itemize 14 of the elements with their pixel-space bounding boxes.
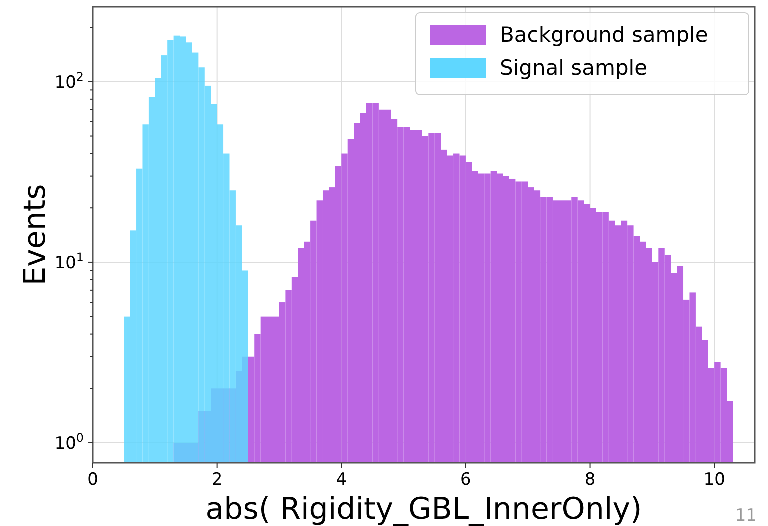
x-tick-label: 6	[460, 470, 472, 490]
x-tick-label: 8	[584, 470, 596, 490]
y-tick-label: 10$^{0}$	[54, 431, 84, 454]
x-tick-label: 10	[704, 470, 726, 490]
y-tick-label: 10$^{1}$	[54, 250, 84, 274]
x-tick-label: 2	[212, 470, 223, 490]
x-tick-label: 4	[336, 470, 348, 490]
y-axis-title: Events	[18, 184, 53, 286]
text: 11	[735, 506, 757, 526]
x-tick-label: 0	[88, 470, 98, 490]
x-axis-title: abs( Rigidity_GBL_InnerOnly)	[206, 492, 642, 526]
legend-label: Background sample	[500, 23, 708, 47]
y-tick-label: 10$^{2}$	[54, 70, 84, 93]
legend-label: Signal sample	[500, 56, 648, 80]
